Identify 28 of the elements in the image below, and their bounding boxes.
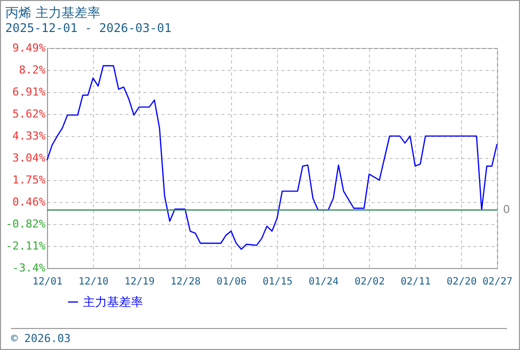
ref-line-label: 0 [503, 202, 510, 216]
y-tick-label: 6.91% [12, 86, 46, 99]
chart-title: 丙烯 主力基差率 [5, 5, 100, 21]
text: © 2026.03 [11, 328, 507, 345]
x-tick-label: 12/28 [170, 276, 201, 288]
y-tick-label: 3.04% [12, 152, 46, 165]
line-series [46, 65, 498, 250]
x-tick-label: 02/20 [446, 276, 477, 288]
y-tick-label: 0.46% [12, 196, 46, 209]
y-tick-label: -2.11% [6, 239, 46, 252]
y-tick-label: 9.49% [12, 42, 46, 54]
y-tick-label: 8.2% [19, 64, 46, 77]
x-tick-label: 12/01 [32, 276, 63, 288]
x-tick-label: 01/24 [308, 276, 339, 288]
x-tick-label: 02/11 [400, 276, 431, 288]
x-tick-label: 01/15 [262, 276, 293, 288]
y-tick-label: 5.62% [12, 108, 46, 121]
y-tick-label: -0.82% [6, 217, 46, 230]
x-tick-label: 01/06 [216, 276, 247, 288]
y-tick-label: -3.4% [12, 262, 46, 274]
x-tick-label: 12/10 [78, 276, 109, 288]
x-tick-label: 02/27 [482, 276, 513, 288]
chart-subtitle: 2025-12-01 - 2026-03-01 [5, 21, 172, 35]
y-tick-label: 4.33% [12, 130, 46, 143]
x-tick-label: 12/19 [124, 276, 155, 288]
legend-label: 主力基差率 [83, 295, 143, 309]
y-tick-label: 1.75% [12, 174, 46, 187]
x-tick-label: 02/02 [354, 276, 385, 288]
